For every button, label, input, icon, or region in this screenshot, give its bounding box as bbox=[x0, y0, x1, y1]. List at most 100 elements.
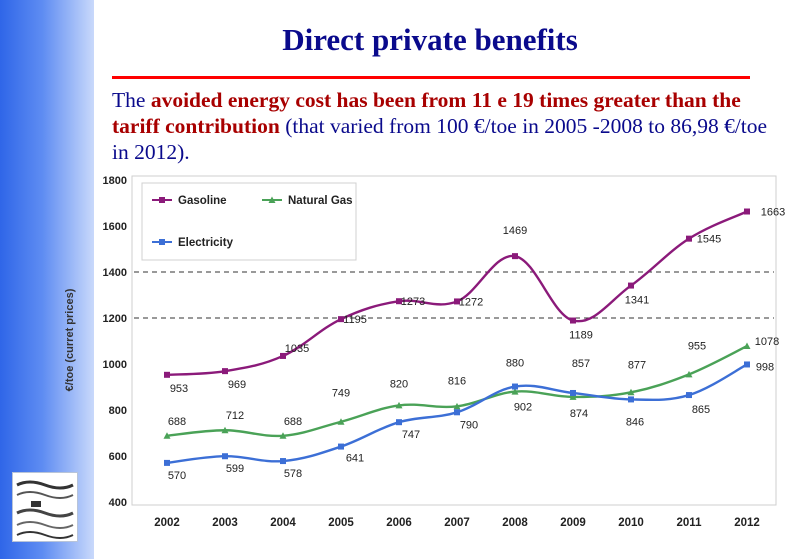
x-tick-label: 2010 bbox=[618, 517, 644, 529]
data-label: 846 bbox=[626, 416, 644, 428]
data-label: 1469 bbox=[503, 225, 527, 237]
data-point bbox=[569, 393, 577, 400]
data-point bbox=[163, 432, 171, 439]
data-point bbox=[454, 409, 460, 416]
data-label: 902 bbox=[514, 402, 532, 414]
title-underline bbox=[112, 76, 750, 79]
data-label: 969 bbox=[228, 379, 246, 391]
y-tick-label: 1800 bbox=[103, 175, 127, 187]
legend-marker bbox=[268, 196, 276, 203]
data-point bbox=[744, 208, 750, 215]
data-label: 688 bbox=[168, 416, 186, 428]
legend-marker bbox=[159, 197, 165, 203]
data-point bbox=[222, 368, 228, 375]
data-label: 1195 bbox=[343, 314, 367, 326]
data-point bbox=[338, 316, 344, 323]
data-label: 820 bbox=[390, 378, 408, 390]
legend-box bbox=[141, 182, 357, 261]
x-tick-label: 2011 bbox=[677, 517, 703, 529]
y-tick-label: 600 bbox=[109, 451, 127, 463]
y-tick-label: 1200 bbox=[103, 313, 127, 325]
x-tick-label: 2005 bbox=[328, 517, 354, 529]
series-line-gasoline bbox=[166, 210, 748, 377]
subtitle-part2: (that varied from 100 €/toe in 2005 -200… bbox=[112, 114, 768, 164]
data-point bbox=[512, 383, 518, 390]
data-point bbox=[280, 352, 286, 359]
data-point bbox=[280, 458, 286, 465]
data-point bbox=[453, 402, 461, 410]
data-point bbox=[570, 389, 576, 396]
data-label: 688 bbox=[284, 416, 302, 428]
x-tick-label: 2008 bbox=[502, 517, 528, 529]
decorative-side-bar bbox=[0, 0, 94, 559]
data-point bbox=[338, 443, 344, 450]
x-tick-label: 2003 bbox=[212, 517, 238, 529]
data-point bbox=[628, 282, 634, 289]
data-label: 865 bbox=[692, 404, 710, 416]
legend-label: Natural Gas bbox=[288, 195, 353, 207]
logo-graphic bbox=[16, 480, 74, 539]
data-label: 953 bbox=[170, 383, 188, 395]
data-point bbox=[512, 253, 518, 260]
data-label: 570 bbox=[168, 470, 186, 482]
x-tick-label: 2002 bbox=[154, 517, 180, 529]
data-label: 874 bbox=[570, 408, 588, 420]
y-tick-label: 1400 bbox=[103, 267, 127, 279]
x-tick-label: 2012 bbox=[734, 517, 760, 529]
data-point bbox=[454, 298, 460, 305]
y-axis-title: €/toe (curret prices) bbox=[64, 288, 76, 391]
y-tick-label: 800 bbox=[109, 405, 127, 417]
data-label: 747 bbox=[402, 429, 420, 441]
data-label: 1035 bbox=[285, 343, 309, 355]
data-point bbox=[686, 235, 692, 242]
data-label: 816 bbox=[448, 375, 466, 387]
data-label: 1663 bbox=[761, 207, 785, 219]
data-label: 1341 bbox=[625, 295, 649, 307]
data-label: 1189 bbox=[569, 330, 593, 342]
data-point bbox=[627, 388, 635, 396]
data-label: 578 bbox=[284, 468, 302, 480]
data-label: 790 bbox=[460, 419, 478, 431]
data-point bbox=[164, 371, 170, 378]
data-point bbox=[279, 432, 287, 439]
data-point bbox=[744, 361, 750, 368]
legend-label: Electricity bbox=[178, 237, 234, 249]
legend-label: Gasoline bbox=[178, 195, 227, 207]
subtitle-highlight: avoided energy cost has been from 11 e 1… bbox=[112, 88, 741, 138]
y-tick-label: 1600 bbox=[103, 221, 127, 233]
x-tick-label: 2004 bbox=[270, 517, 296, 529]
subtitle-text: The avoided energy cost has been from 11… bbox=[112, 87, 782, 165]
data-point bbox=[686, 392, 692, 399]
data-point bbox=[221, 426, 229, 434]
data-label: 1545 bbox=[697, 234, 721, 246]
data-label: 877 bbox=[628, 359, 646, 371]
data-point bbox=[395, 401, 403, 409]
data-point bbox=[337, 418, 345, 425]
data-point bbox=[396, 419, 402, 426]
logo-image bbox=[12, 472, 78, 542]
data-label: 599 bbox=[226, 463, 244, 475]
data-point bbox=[222, 453, 228, 460]
data-label: 1273 bbox=[401, 296, 425, 308]
data-point bbox=[685, 370, 693, 378]
data-label: 1078 bbox=[755, 336, 779, 348]
data-point bbox=[511, 388, 519, 395]
data-label: 955 bbox=[688, 340, 706, 352]
data-label: 998 bbox=[756, 361, 774, 373]
data-label: 712 bbox=[226, 410, 244, 422]
data-point bbox=[570, 317, 576, 324]
y-tick-label: 1000 bbox=[103, 359, 127, 371]
legend-marker bbox=[159, 239, 165, 245]
data-label: 880 bbox=[506, 358, 524, 370]
data-label: 857 bbox=[572, 358, 590, 370]
data-point bbox=[396, 298, 402, 305]
data-label: 1272 bbox=[459, 296, 483, 308]
data-point bbox=[628, 396, 634, 403]
x-tick-label: 2007 bbox=[444, 517, 470, 529]
x-tick-label: 2006 bbox=[386, 517, 412, 529]
page-title: Direct private benefits bbox=[282, 22, 578, 57]
data-point bbox=[164, 459, 170, 466]
data-label: 749 bbox=[332, 388, 350, 400]
data-point bbox=[743, 342, 751, 350]
